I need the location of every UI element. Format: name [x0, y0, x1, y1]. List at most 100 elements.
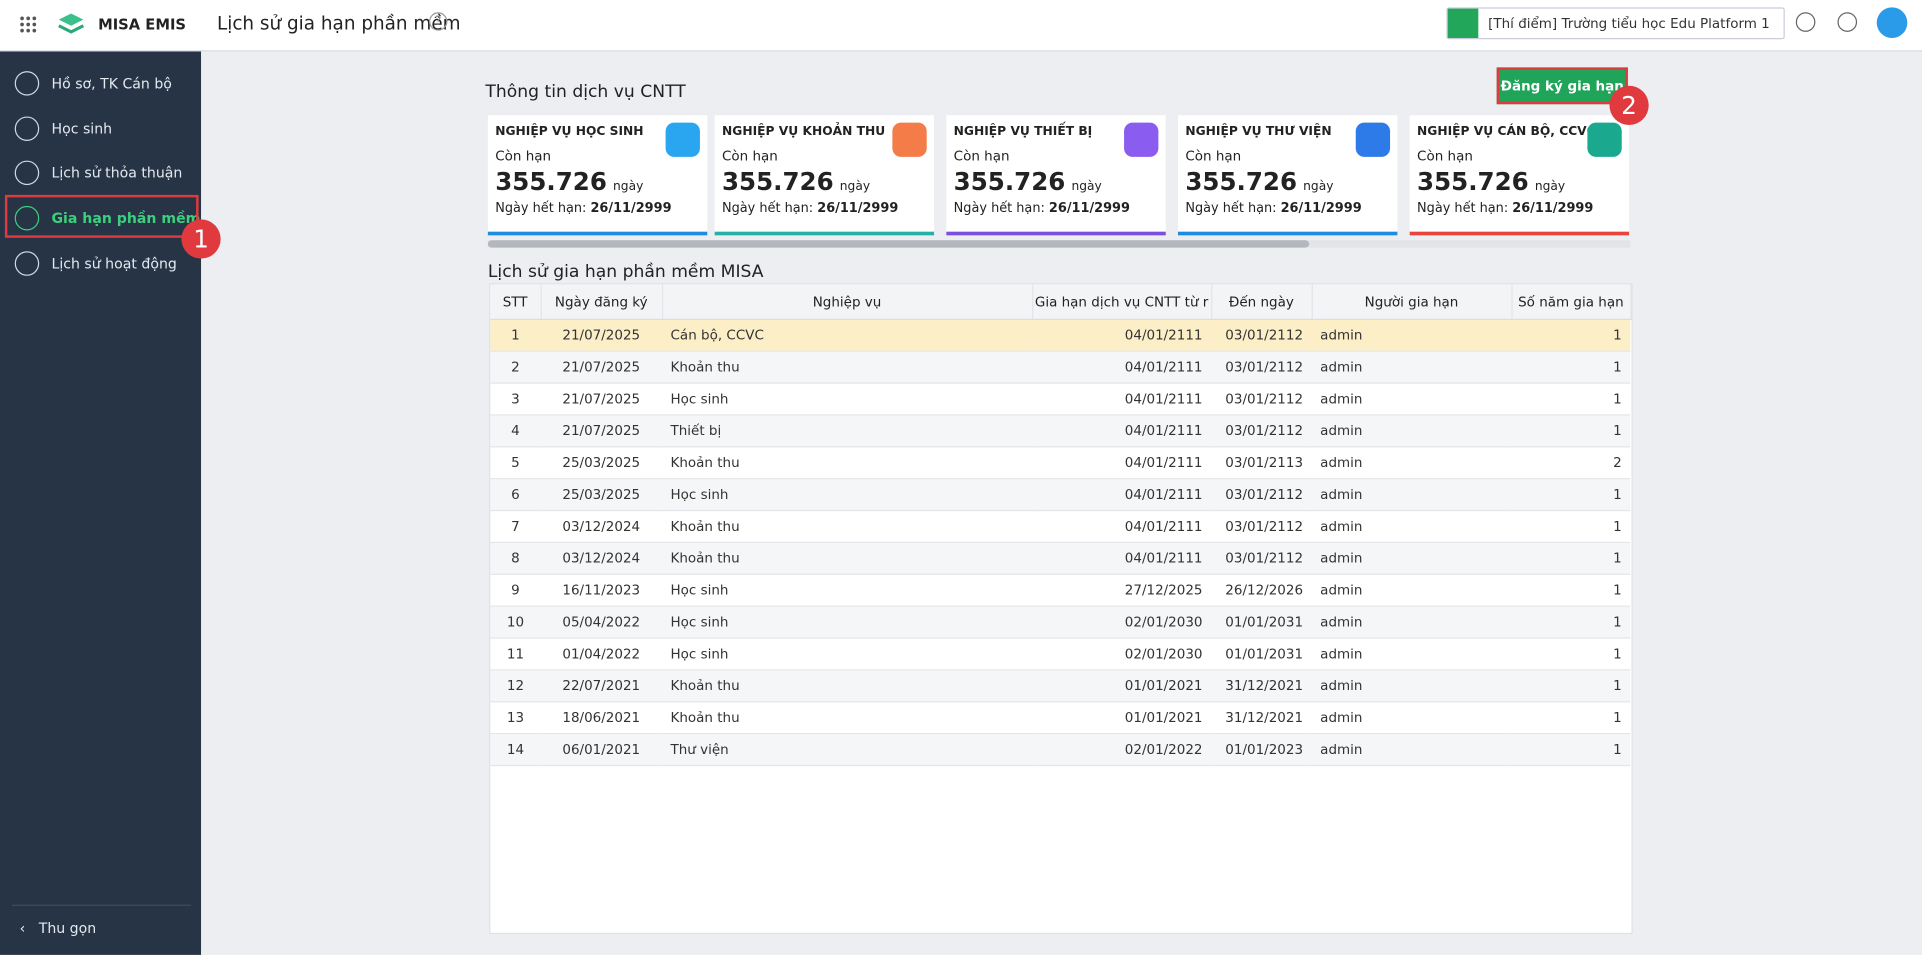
table-row[interactable]: 121/07/2025Cán bộ, CCVC04/01/211103/01/2… — [490, 319, 1630, 351]
card-bar — [488, 232, 707, 236]
table-cell: 03/01/2112 — [1211, 319, 1312, 351]
table-cell: 06/01/2021 — [541, 734, 662, 766]
register-button[interactable]: Đăng ký gia hạn — [1497, 67, 1628, 104]
table-cell: admin — [1312, 670, 1512, 702]
table-cell: admin — [1312, 319, 1512, 351]
history-table: STTNgày đăng kýNghiệp vụGia hạn dịch vụ … — [490, 284, 1631, 766]
table-cell: admin — [1312, 702, 1512, 734]
remaining-days: 355.726 — [1417, 167, 1529, 196]
table-cell: 03/01/2112 — [1211, 511, 1312, 543]
table-cell: 16/11/2023 — [541, 574, 662, 606]
step-badge: 1 — [181, 219, 220, 258]
expiry-row: Ngày hết hạn: 26/11/2999 — [495, 201, 700, 216]
table-cell: 1 — [1511, 319, 1630, 351]
table-cell: admin — [1312, 542, 1512, 574]
help-button[interactable] — [1796, 12, 1816, 32]
table-row[interactable]: 1101/04/2022Học sinh02/01/203001/01/2031… — [490, 638, 1630, 670]
table-cell: Học sinh — [662, 606, 1032, 638]
table-cell: 1 — [1511, 511, 1630, 543]
nav-icon — [15, 251, 40, 276]
table-cell: 1 — [1511, 383, 1630, 415]
remaining-row: 355.726 ngày — [722, 167, 927, 196]
apps-icon[interactable] — [20, 16, 37, 33]
avatar[interactable] — [1877, 7, 1908, 38]
table-row[interactable]: 1406/01/2021Thư viện02/01/202201/01/2023… — [490, 734, 1630, 766]
school-name: [Thí điểm] Trường tiểu học Edu Platform … — [1488, 16, 1770, 32]
service-card: NGHIỆP VỤ THIẾT BỊCòn hạn355.726ngàyNgày… — [946, 115, 1165, 235]
table-row[interactable]: 703/12/2024Khoản thu04/01/211103/01/2112… — [490, 511, 1630, 543]
more-button[interactable] — [1837, 12, 1857, 32]
nav-item[interactable]: Hồ sơ, TK Cán bộ — [10, 65, 201, 102]
table-cell: 5 — [490, 447, 540, 479]
scroll-thumb[interactable] — [488, 240, 1309, 247]
card-bar — [946, 232, 1165, 236]
logo — [56, 12, 85, 37]
nav-label: Hồ sơ, TK Cán bộ — [51, 75, 171, 92]
table-cell: admin — [1312, 606, 1512, 638]
page-title: Lịch sử gia hạn phần mềm — [217, 12, 461, 34]
expiry-date: 26/11/2999 — [817, 201, 898, 216]
table-cell: 26/12/2026 — [1211, 574, 1312, 606]
remaining-row: 355.726ngày — [1185, 167, 1390, 196]
app-name: MISA EMIS — [98, 16, 186, 33]
table-cell: 12 — [490, 670, 540, 702]
table-row[interactable]: 916/11/2023Học sinh27/12/202526/12/2026a… — [490, 574, 1630, 606]
table-cell: 21/07/2025 — [541, 319, 662, 351]
table-cell: 2 — [490, 351, 540, 383]
nav-label: Lịch sử thỏa thuận — [51, 165, 182, 182]
expiry-label: Ngày hết hạn: — [1185, 201, 1276, 216]
help-icon[interactable]: ? — [429, 12, 447, 30]
table-cell: Thư viện — [662, 734, 1032, 766]
remaining-days: 355.726 — [954, 167, 1066, 196]
nav-item[interactable]: Học sinh — [10, 110, 201, 147]
table-row[interactable]: 1318/06/2021Khoản thu01/01/202131/12/202… — [490, 702, 1630, 734]
table-cell: 03/12/2024 — [541, 511, 662, 543]
table-cell: 31/12/2021 — [1211, 670, 1312, 702]
expiry-date: 26/11/2999 — [1049, 201, 1130, 216]
services-title: Thông tin dịch vụ CNTT — [485, 82, 685, 102]
expiry-row: Ngày hết hạn: 26/11/2999 — [722, 201, 927, 216]
table-cell: Cán bộ, CCVC — [662, 319, 1032, 351]
table-cell: Học sinh — [662, 479, 1032, 511]
unit: ngày — [840, 180, 870, 193]
nav-item[interactable]: Lịch sử hoạt động — [10, 245, 201, 282]
table-cell: 1 — [1511, 542, 1630, 574]
table-row[interactable]: 1005/04/2022Học sinh02/01/203001/01/2031… — [490, 606, 1630, 638]
nav-item[interactable]: Lịch sử thỏa thuận — [10, 155, 201, 192]
table-cell: Khoản thu — [662, 702, 1032, 734]
table-cell: admin — [1312, 511, 1512, 543]
table-cell: 03/01/2112 — [1211, 479, 1312, 511]
column-header: Số năm gia hạn — [1511, 284, 1630, 319]
table-cell: 01/04/2022 — [541, 638, 662, 670]
nav-icon — [15, 161, 40, 186]
remaining-days: 355.726 — [722, 167, 834, 196]
expiry-label: Ngày hết hạn: — [954, 201, 1045, 216]
table-cell: 04/01/2111 — [1032, 542, 1211, 574]
table-cell: 18/06/2021 — [541, 702, 662, 734]
school-icon — [1448, 9, 1479, 38]
school-selector[interactable]: [Thí điểm] Trường tiểu học Edu Platform … — [1446, 7, 1784, 39]
table-cell: 04/01/2111 — [1032, 383, 1211, 415]
table-row[interactable]: 625/03/2025Học sinh04/01/211103/01/2112a… — [490, 479, 1630, 511]
collapse-label: Thu gọn — [39, 919, 96, 936]
table-cell: 1 — [1511, 638, 1630, 670]
table-cell: 04/01/2111 — [1032, 511, 1211, 543]
scroll-track — [488, 240, 1630, 247]
table-row[interactable]: 421/07/2025Thiết bị04/01/211103/01/2112a… — [490, 415, 1630, 447]
table-row[interactable]: 221/07/2025Khoản thu04/01/211103/01/2112… — [490, 351, 1630, 383]
table-row[interactable]: 321/07/2025Học sinh04/01/211103/01/2112a… — [490, 383, 1630, 415]
card-bar — [715, 232, 934, 236]
collapse-button[interactable]: ‹ Thu gọn — [20, 919, 97, 936]
table-container: STTNgày đăng kýNghiệp vụGia hạn dịch vụ … — [489, 283, 1633, 934]
table-row[interactable]: 803/12/2024Khoản thu04/01/211103/01/2112… — [490, 542, 1630, 574]
service-card: NGHIỆP VỤ KHOẢN THUCòn hạn355.726ngàyNgà… — [715, 115, 934, 235]
table-row[interactable]: 525/03/2025Khoản thu04/01/211103/01/2113… — [490, 447, 1630, 479]
table-cell: 1 — [490, 319, 540, 351]
table-cell: 01/01/2023 — [1211, 734, 1312, 766]
table-row[interactable]: 1222/07/2021Khoản thu01/01/202131/12/202… — [490, 670, 1630, 702]
expiry-date: 26/11/2999 — [1512, 201, 1593, 216]
expiry-row: Ngày hết hạn: 26/11/2999 — [1417, 201, 1622, 216]
table-cell: 25/03/2025 — [541, 479, 662, 511]
table-cell: Khoản thu — [662, 542, 1032, 574]
